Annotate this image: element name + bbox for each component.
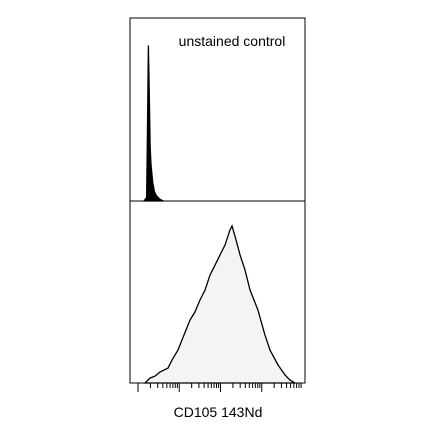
x-axis-label: CD105 143Nd (174, 404, 263, 420)
annotation: unstained control (179, 33, 286, 49)
histogram (143, 224, 298, 384)
histogram (142, 45, 164, 202)
